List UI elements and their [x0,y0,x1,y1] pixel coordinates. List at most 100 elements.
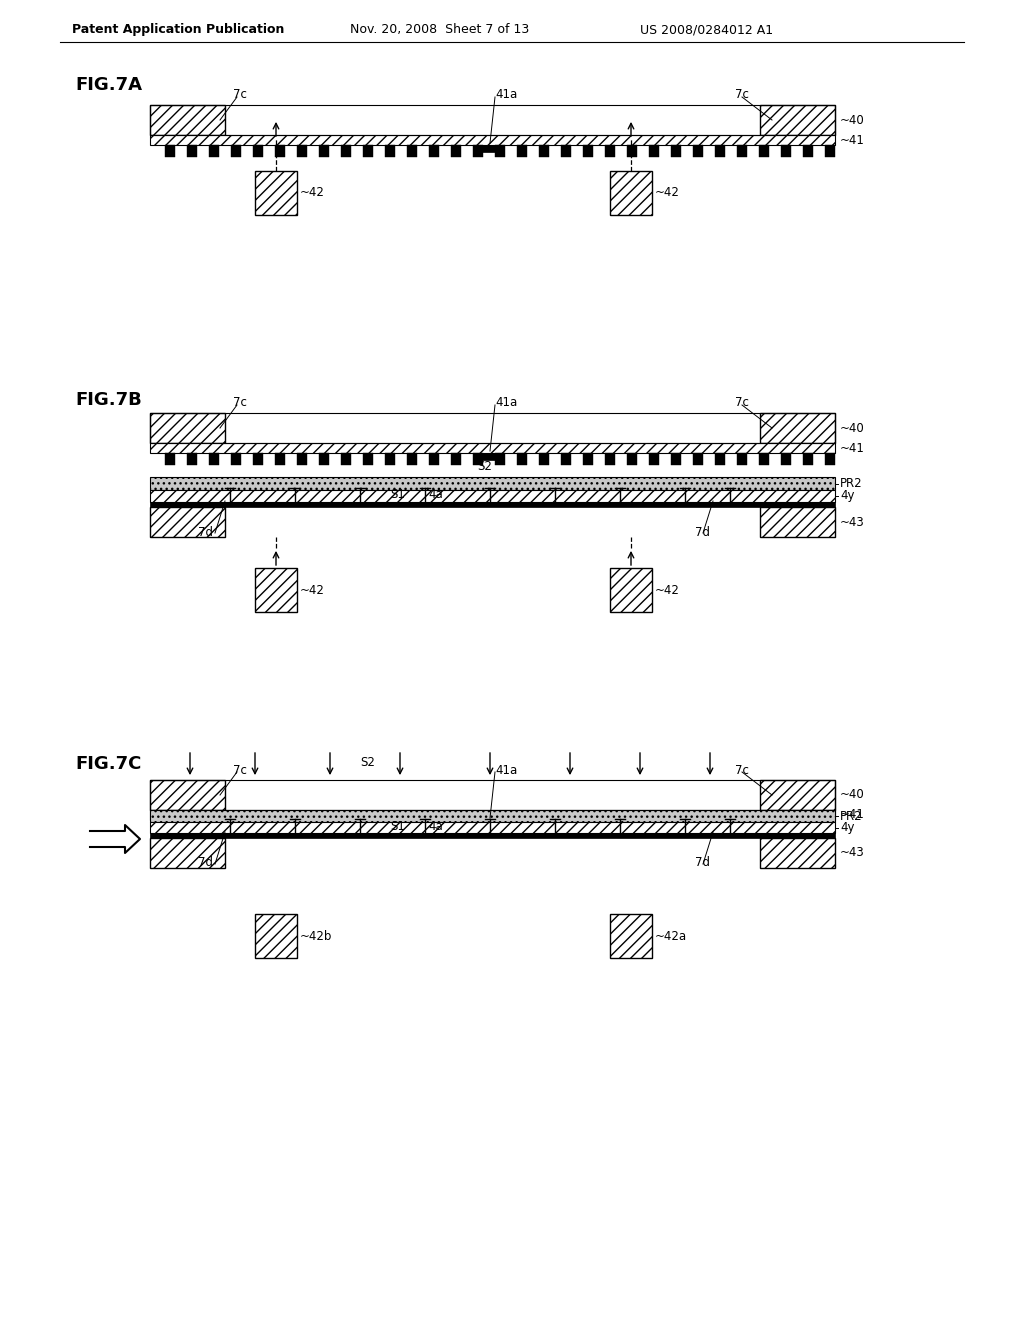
Bar [561,145,571,157]
Bar [781,453,791,465]
Text: ~41: ~41 [840,808,865,821]
Text: ~40: ~40 [840,421,864,434]
Bar [671,145,681,157]
Bar [150,135,835,145]
Bar [209,453,219,465]
Text: ~42: ~42 [655,583,680,597]
Bar [481,453,499,459]
Bar [362,145,373,157]
Bar [253,453,263,465]
Text: ~43: ~43 [840,846,864,859]
Bar [187,145,197,157]
Bar [150,490,835,502]
Bar [255,913,297,958]
Bar [275,145,285,157]
Bar [473,453,483,465]
Text: S1: S1 [390,488,404,502]
Bar [341,145,351,157]
Bar [385,145,395,157]
Bar [760,507,835,537]
Bar [231,145,241,157]
Bar [693,453,703,465]
Bar [803,145,813,157]
Text: ~42: ~42 [300,186,325,199]
Text: 4a: 4a [428,820,442,833]
Bar [759,453,769,465]
Bar [150,833,835,838]
Bar [255,172,297,215]
Text: ~41: ~41 [840,133,865,147]
Bar [610,568,652,612]
Bar [451,145,461,157]
Bar [627,453,637,465]
Bar [341,453,351,465]
Text: 7c: 7c [233,763,247,776]
Bar [760,838,835,869]
Text: ~42a: ~42a [655,929,687,942]
Bar [481,820,499,828]
Bar [319,453,329,465]
Bar [693,145,703,157]
Bar [150,502,835,507]
Bar [362,453,373,465]
Bar [715,145,725,157]
Text: ~43: ~43 [840,516,864,528]
Text: Patent Application Publication: Patent Application Publication [72,24,285,37]
Text: 7d: 7d [695,857,710,870]
Bar [781,145,791,157]
Bar [150,822,835,833]
Bar [517,453,527,465]
Text: 7d: 7d [695,525,710,539]
Bar [150,810,835,820]
Bar [150,507,225,537]
Bar [429,453,439,465]
Bar [150,413,835,444]
Bar [150,477,835,490]
Bar [495,145,505,157]
Text: Nov. 20, 2008  Sheet 7 of 13: Nov. 20, 2008 Sheet 7 of 13 [350,24,529,37]
Bar [429,145,439,157]
Text: 7c: 7c [233,88,247,102]
Bar [255,568,297,612]
Text: PR2: PR2 [840,809,862,822]
Bar [385,453,395,465]
Text: ~42b: ~42b [300,929,333,942]
Bar [165,145,175,157]
Text: 4a: 4a [428,488,442,502]
Bar [150,413,225,444]
Bar [760,106,835,135]
Text: FIG.7B: FIG.7B [75,391,141,409]
Bar [610,172,652,215]
Text: US 2008/0284012 A1: US 2008/0284012 A1 [640,24,773,37]
Bar [825,145,835,157]
Text: 7d: 7d [198,525,213,539]
Bar [760,413,835,444]
Text: 4y: 4y [840,821,854,834]
Bar [407,145,417,157]
Bar [737,453,746,465]
Text: FIG.7A: FIG.7A [75,77,142,94]
Bar [737,145,746,157]
Bar [649,453,659,465]
Text: 41a: 41a [495,763,517,776]
Bar [150,444,835,453]
Bar [253,145,263,157]
Bar [150,106,225,135]
Bar [605,145,615,157]
Text: PR2: PR2 [840,477,862,490]
Text: ~42: ~42 [300,583,325,597]
Bar [297,453,307,465]
Bar [539,453,549,465]
Bar [715,453,725,465]
Bar [407,453,417,465]
Bar [319,145,329,157]
Bar [671,453,681,465]
Bar [583,145,593,157]
Bar [451,453,461,465]
Text: 7c: 7c [735,88,749,102]
Text: S2: S2 [477,459,493,473]
Bar [150,106,835,135]
Text: FIG.7C: FIG.7C [75,755,141,774]
Text: ~40: ~40 [840,114,864,127]
Bar [297,145,307,157]
